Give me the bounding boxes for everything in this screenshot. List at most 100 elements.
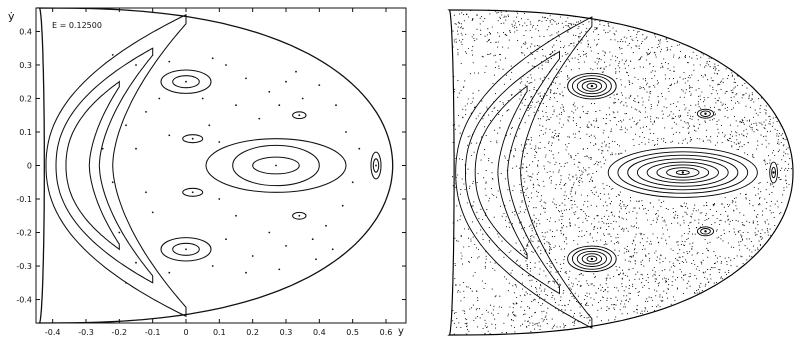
- right-chaotic-point: [708, 57, 710, 59]
- right-chaotic-point: [491, 110, 493, 112]
- right-chaotic-point: [759, 243, 761, 246]
- right-chaotic-point: [664, 78, 667, 80]
- right-chaotic-point: [520, 46, 522, 48]
- right-chaotic-point: [725, 68, 727, 70]
- right-chaotic-point: [551, 292, 553, 294]
- right-chaotic-point: [729, 220, 731, 222]
- right-chaotic-point: [707, 242, 709, 244]
- right-chaotic-point: [626, 72, 629, 74]
- right-chaotic-point: [616, 269, 618, 271]
- right-chaotic-point: [574, 105, 576, 107]
- right-chaotic-point: [727, 138, 729, 140]
- right-chaotic-point: [782, 145, 784, 147]
- right-chaotic-point: [671, 284, 673, 287]
- right-chaotic-point: [512, 167, 514, 169]
- right-chaotic-point: [645, 37, 647, 39]
- right-chaotic-point: [768, 239, 770, 241]
- right-chaotic-point: [611, 154, 613, 156]
- right-chaotic-point: [772, 186, 774, 188]
- right-chaotic-point: [523, 249, 525, 251]
- right-chaotic-point: [534, 148, 536, 150]
- right-chaotic-point: [755, 227, 757, 229]
- right-chaotic-point: [765, 119, 767, 121]
- right-chaotic-point: [486, 41, 488, 43]
- right-chaotic-point: [535, 288, 537, 290]
- right-chaotic-point: [530, 238, 532, 240]
- right-chaotic-point: [577, 21, 580, 23]
- right-chaotic-point: [633, 29, 635, 31]
- right-chaotic-point: [521, 102, 523, 104]
- right-chaotic-point: [571, 204, 573, 206]
- left-island-4-curve-1: [372, 158, 380, 173]
- right-chaotic-point: [507, 99, 509, 102]
- right-chaotic-point: [748, 98, 750, 100]
- right-chaotic-point: [452, 46, 454, 48]
- right-chaotic-point: [571, 295, 573, 298]
- x-tick-label: 0.2: [246, 328, 259, 337]
- right-chaotic-point: [650, 90, 652, 93]
- right-chaotic-point: [471, 50, 473, 52]
- right-chaotic-point: [786, 186, 788, 188]
- right-chaotic-point: [726, 263, 728, 265]
- right-chaotic-point: [544, 288, 546, 290]
- right-chaotic-point: [596, 27, 598, 29]
- right-chaotic-point: [665, 98, 667, 100]
- right-chaotic-point: [479, 23, 481, 25]
- right-chaotic-point: [579, 312, 581, 314]
- right-chaotic-point: [547, 17, 549, 19]
- right-chaotic-point: [644, 117, 646, 119]
- right-chaotic-point: [679, 249, 681, 251]
- right-chaotic-point: [601, 71, 603, 73]
- left-poincare-panel: -0.4 -0.3 -0.2 -0.1 0 0.1 0.2 0.3 0.4 0.5 0.60.40.…: [8, 7, 407, 337]
- right-chaotic-point: [657, 117, 659, 119]
- right-chaotic-point: [556, 101, 558, 103]
- right-chaotic-point: [608, 226, 610, 228]
- right-chaotic-point: [724, 134, 726, 136]
- right-chaotic-point: [607, 222, 609, 224]
- right-chaotic-point: [638, 227, 640, 229]
- right-island-3-center-point: [590, 257, 594, 261]
- right-chaotic-point: [570, 189, 572, 191]
- right-chaotic-point: [526, 243, 528, 245]
- right-chaotic-point: [657, 285, 660, 287]
- left-chaotic-point-29: [285, 245, 287, 247]
- right-chaotic-point: [464, 310, 466, 312]
- right-chaotic-point: [486, 108, 488, 110]
- right-chaotic-point: [506, 110, 508, 112]
- right-chaotic-point: [537, 184, 539, 186]
- right-chaotic-point: [474, 271, 476, 274]
- right-chaotic-point: [692, 116, 694, 118]
- right-chaotic-point: [655, 117, 658, 119]
- right-chaotic-point: [626, 129, 628, 131]
- right-chaotic-point: [645, 308, 647, 310]
- right-chaotic-point: [785, 180, 787, 182]
- right-chaotic-point: [576, 44, 578, 46]
- right-chaotic-point: [544, 132, 546, 134]
- right-chaotic-point: [716, 257, 718, 259]
- right-chaotic-point: [639, 111, 641, 113]
- right-chaotic-point: [636, 200, 638, 202]
- right-chaotic-point: [452, 30, 454, 32]
- right-chaotic-point: [548, 78, 550, 80]
- right-chaotic-point: [497, 41, 499, 43]
- right-chaotic-point: [639, 86, 641, 88]
- right-chaotic-point: [733, 228, 735, 230]
- right-chaotic-point: [547, 41, 549, 43]
- right-chaotic-point: [557, 22, 560, 24]
- right-chaotic-point: [714, 222, 716, 224]
- right-chaotic-point: [568, 284, 570, 286]
- right-chaotic-point: [619, 67, 621, 69]
- right-chaotic-point: [476, 316, 478, 318]
- right-chaotic-point: [555, 40, 557, 42]
- right-chaotic-point: [714, 72, 716, 74]
- right-chaotic-point: [716, 120, 718, 123]
- right-chaotic-point: [570, 199, 572, 201]
- right-chaotic-point: [614, 98, 616, 100]
- right-chaotic-point: [569, 270, 571, 272]
- right-chaotic-point: [648, 296, 650, 298]
- right-chaotic-point: [605, 223, 608, 225]
- right-chaotic-point: [516, 135, 518, 137]
- right-chaotic-point: [522, 25, 524, 27]
- right-chaotic-point: [702, 76, 704, 78]
- right-chaotic-point: [699, 212, 701, 214]
